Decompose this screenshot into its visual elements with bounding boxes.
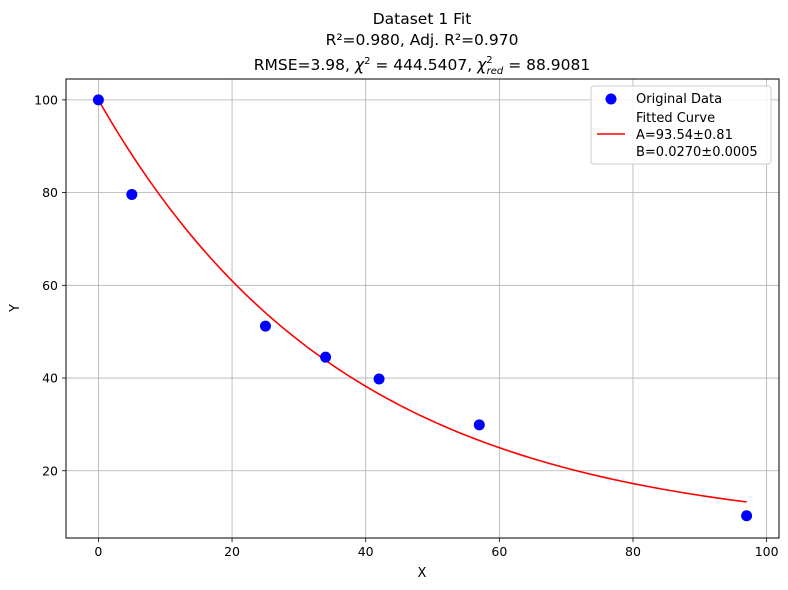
title-chi2-symbol: χ <box>354 56 365 74</box>
title-chired-sup: 2 <box>486 55 492 66</box>
y-tick-label: 20 <box>42 463 58 478</box>
title-line-1: Dataset 1 Fit <box>373 10 472 28</box>
data-point <box>473 419 485 431</box>
title-chired-symbol: χ <box>476 56 487 74</box>
x-tick-label: 80 <box>625 544 641 559</box>
data-point <box>259 320 271 332</box>
legend-label-fit-param-a: A=93.54±0.81 <box>636 128 733 143</box>
legend-label-fitted-curve: Fitted Curve <box>636 111 715 126</box>
legend-label-original-data: Original Data <box>636 92 722 107</box>
plot-area-frame <box>65 78 780 539</box>
chart-title: Dataset 1 Fit R²=0.980, Adj. R²=0.970 RM… <box>254 10 591 77</box>
legend-label-fit-param-b: B=0.0270±0.0005 <box>636 145 758 160</box>
title-rmse: RMSE=3.98, <box>254 56 355 74</box>
title-line-3: RMSE=3.98, χ2 = 444.5407, χ2 red = 88.908… <box>254 55 591 77</box>
title-chi2-value: = 444.5407, <box>370 56 477 74</box>
scatter-points-layer <box>92 94 753 522</box>
data-point <box>92 94 104 106</box>
fitted-curve-line <box>97 99 747 503</box>
y-tick-label: 60 <box>42 278 58 293</box>
legend-marker-original-data <box>605 93 617 105</box>
legend: Original Data Fitted Curve A=93.54±0.81 … <box>590 85 772 165</box>
x-axis-ticks: 0 20 40 60 80 100 <box>94 538 779 559</box>
x-tick-label: 0 <box>94 544 102 559</box>
x-tick-label: 60 <box>491 544 507 559</box>
title-chired-sub: red <box>487 66 504 77</box>
y-tick-label: 100 <box>34 92 58 107</box>
y-axis-label: Y <box>8 304 23 313</box>
data-point <box>126 188 138 200</box>
data-point <box>373 373 385 385</box>
x-axis-label: X <box>418 566 427 581</box>
y-tick-label: 80 <box>42 185 58 200</box>
data-point <box>320 351 332 363</box>
y-axis-ticks: 20 40 60 80 100 <box>34 92 66 478</box>
title-line-2: R²=0.980, Adj. R²=0.970 <box>326 31 519 49</box>
data-point <box>741 510 753 522</box>
x-tick-label: 40 <box>358 544 374 559</box>
x-tick-label: 100 <box>755 544 779 559</box>
title-chi2-sup: 2 <box>364 56 370 67</box>
y-tick-label: 40 <box>42 371 58 386</box>
title-chired-value: = 88.9081 <box>503 56 590 74</box>
legend-box <box>590 85 772 165</box>
fitted-curve-layer <box>97 99 747 503</box>
x-tick-label: 20 <box>224 544 240 559</box>
